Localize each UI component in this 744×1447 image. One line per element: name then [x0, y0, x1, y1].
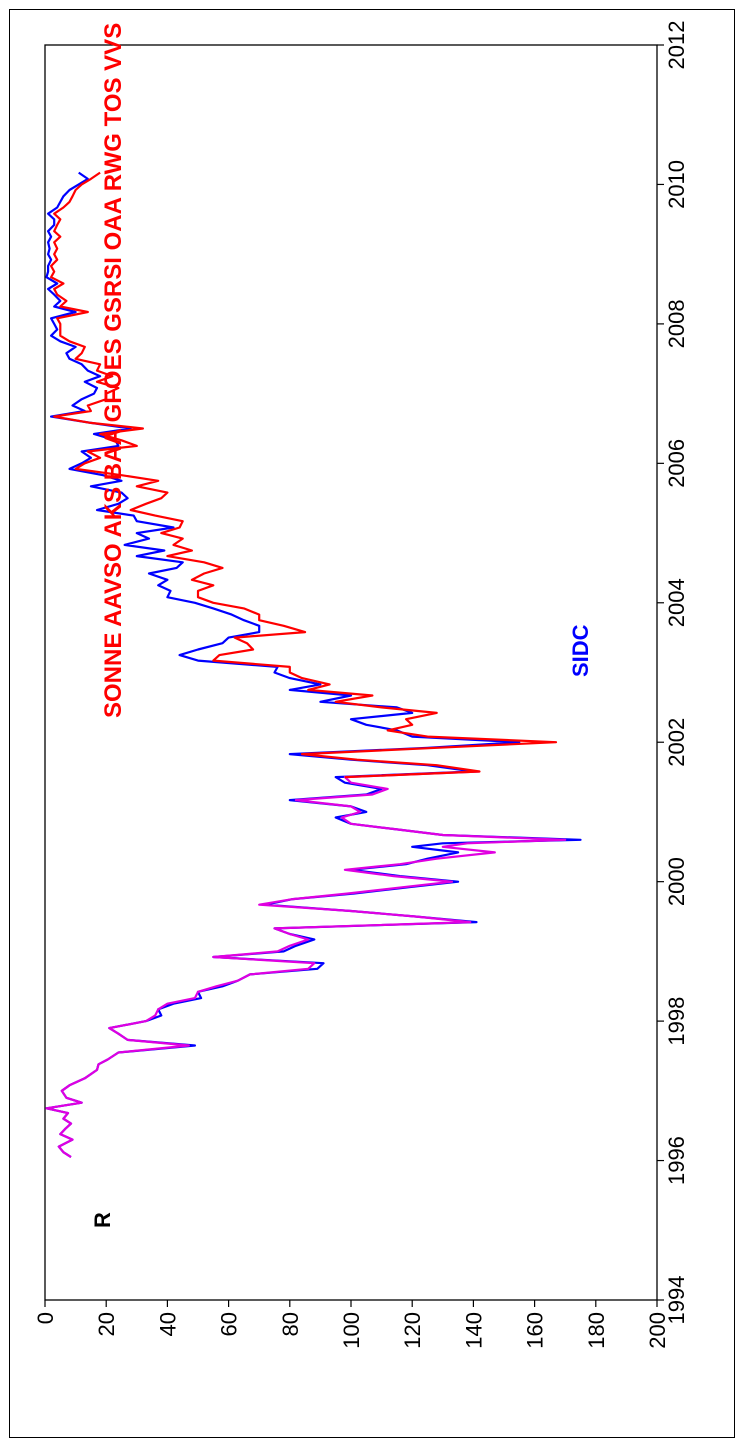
r-axis-tick-label: 100: [339, 1312, 364, 1349]
y-axis-label: R: [90, 1212, 115, 1228]
r-axis-tick-label: 160: [523, 1312, 548, 1349]
sidc-annotation: SIDC: [568, 624, 593, 677]
year-axis-tick-label: 2004: [664, 578, 689, 627]
series-line-networks: [49, 171, 558, 779]
year-axis-tick-label: 2012: [664, 21, 689, 70]
year-axis-tick-label: 1996: [664, 1136, 689, 1185]
year-axis-tick-label: 2010: [664, 160, 689, 209]
year-axis-tick-label: 1994: [664, 1276, 689, 1325]
r-axis-tick-label: 140: [461, 1312, 486, 1349]
r-axis-tick-label: 20: [94, 1312, 119, 1336]
r-axis-tick-label: 40: [155, 1312, 180, 1336]
r-axis-tick-label: 200: [645, 1312, 670, 1349]
r-axis-tick-label: 120: [400, 1312, 425, 1349]
year-axis-tick-label: 2008: [664, 299, 689, 348]
outer-frame: [9, 9, 735, 1438]
year-axis-tick-label: 1998: [664, 997, 689, 1046]
r-axis-tick-label: 60: [217, 1312, 242, 1336]
r-axis-tick-label: 180: [584, 1312, 609, 1349]
networks-annotation: SONNE AAVSO AKS BAA GFOES GSRSI OAA RWG …: [100, 23, 127, 718]
series-line-networks-overlap: [45, 770, 567, 1159]
r-axis-tick-label: 0: [33, 1312, 58, 1324]
year-axis-tick-label: 2002: [664, 718, 689, 767]
r-axis-tick-label: 80: [278, 1312, 303, 1336]
year-axis-tick-label: 2006: [664, 439, 689, 488]
series-lines: [45, 171, 582, 1159]
plot-area: [44, 44, 658, 1301]
year-axis-tick-label: 2000: [664, 857, 689, 906]
